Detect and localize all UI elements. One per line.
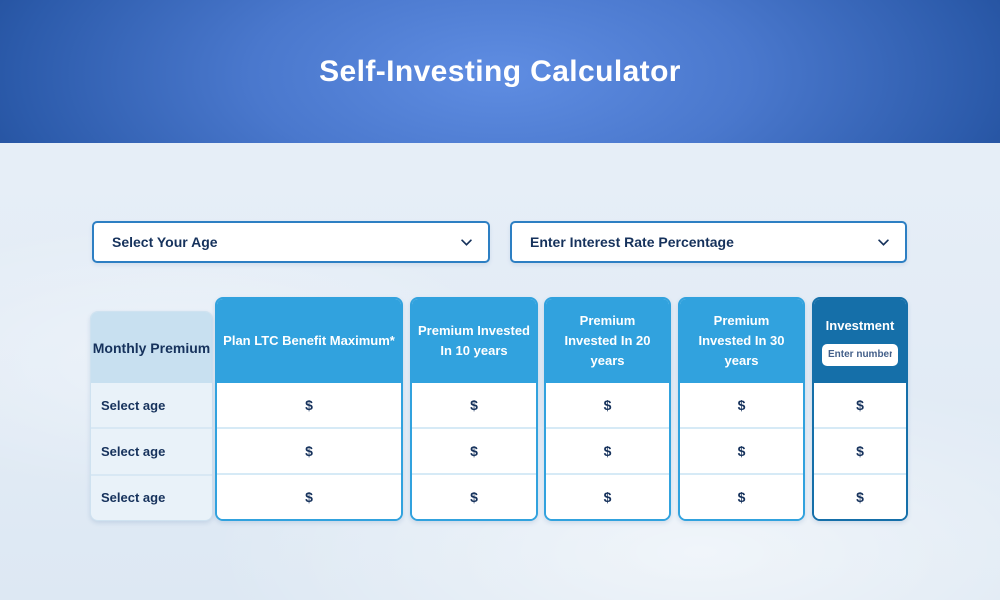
value-cell: $ [814,383,906,427]
column-invested-10-years: Premium Invested In 10 years $ $ $ [410,297,538,521]
value-cell: $ [680,383,803,427]
value-cell: $ [680,473,803,519]
column-invested-30-years: Premium Invested In 30 years $ $ $ [678,297,805,521]
page-title: Self-Investing Calculator [319,54,681,88]
value-cell: $ [412,427,536,473]
column-plan-ltc-benefit: Plan LTC Benefit Maximum* $ $ $ [215,297,403,521]
value-cell: $ [814,473,906,519]
column-invested-20-years: Premium Invested In 20 years $ $ $ [544,297,671,521]
column-header-plan-ltc: Plan LTC Benefit Maximum* [217,299,401,383]
age-select-dropdown[interactable]: Select Your Age [92,221,490,263]
value-cell: $ [412,383,536,427]
interest-rate-label: Enter Interest Rate Percentage [530,234,734,250]
value-cell: $ [680,427,803,473]
interest-rate-dropdown[interactable]: Enter Interest Rate Percentage [510,221,907,263]
column-investment: Investment $ $ $ [812,297,908,521]
value-cell: $ [814,427,906,473]
column-monthly-premium: Monthly Premium Select age Select age Se… [90,311,213,521]
column-header-investment: Investment [814,299,906,383]
column-header-invested-30: Premium Invested In 30 years [680,299,803,383]
value-cell: $ [546,383,669,427]
header-banner: Self-Investing Calculator [0,0,1000,143]
chevron-down-icon [878,238,889,246]
value-cell: $ [217,383,401,427]
value-cell: $ [546,473,669,519]
value-cell: $ [217,427,401,473]
value-cell: $ [412,473,536,519]
investment-header-label: Investment [825,318,895,334]
value-cell: $ [546,427,669,473]
column-header-invested-10: Premium Invested In 10 years [412,299,536,383]
investment-amount-input[interactable] [822,343,898,366]
age-select-label: Select Your Age [112,234,218,250]
calculator-table: Monthly Premium Select age Select age Se… [90,297,908,521]
column-header-invested-20: Premium Invested In 20 years [546,299,669,383]
select-age-cell: Select age [91,473,212,520]
column-header-monthly-premium: Monthly Premium [91,312,212,383]
select-age-cell: Select age [101,397,166,413]
value-cell: $ [217,473,401,519]
chevron-down-icon [461,238,472,246]
select-age-cell: Select age [91,427,212,473]
